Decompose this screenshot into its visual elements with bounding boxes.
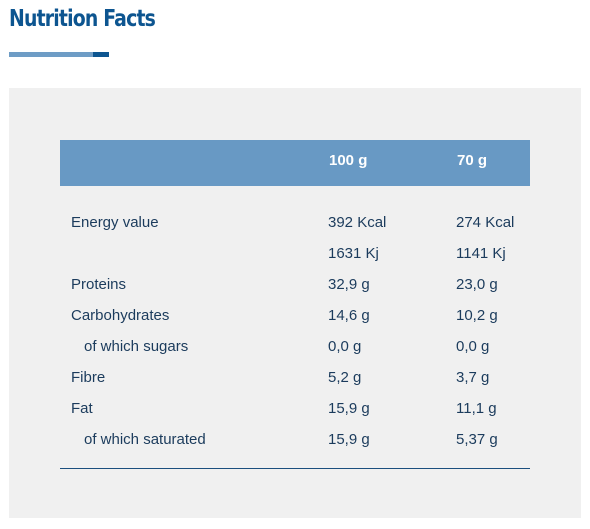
table-row: of which saturated 15,9 g 5,37 g (60, 424, 530, 455)
table-row: 1631 Kj 1141 Kj (60, 238, 530, 269)
value-100g: 32,9 g (328, 276, 370, 293)
value-100g: 5,2 g (328, 369, 362, 386)
value-100g: 15,9 g (328, 431, 370, 448)
title-underline-dark (93, 52, 109, 57)
table-row: Proteins 32,9 g 23,0 g (60, 269, 530, 300)
table-row: Fat 15,9 g 11,1 g (60, 393, 530, 424)
table-row: Fibre 5,2 g 3,7 g (60, 362, 530, 393)
value-70g: 1141 Kj (456, 245, 506, 262)
value-70g: 3,7 g (456, 369, 490, 386)
nutrition-panel: 100 g 70 g Energy value 392 Kcal 274 Kca… (9, 88, 581, 518)
row-label: Proteins (71, 276, 127, 293)
row-label: Carbohydrates (71, 307, 170, 324)
column-header-70g: 70 g (457, 152, 488, 169)
row-label: Fibre (71, 369, 106, 386)
title-underline-light (9, 52, 93, 57)
table-row: Energy value 392 Kcal 274 Kcal (60, 207, 530, 238)
value-100g: 14,6 g (328, 307, 370, 324)
value-70g: 274 Kcal (456, 214, 515, 231)
value-100g: 1631 Kj (328, 245, 379, 262)
table-row: of which sugars 0,0 g 0,0 g (60, 331, 530, 362)
table-bottom-divider (60, 468, 530, 469)
value-70g: 0,0 g (456, 338, 490, 355)
value-100g: 392 Kcal (328, 214, 387, 231)
value-70g: 11,1 g (456, 400, 497, 417)
value-100g: 15,9 g (328, 400, 370, 417)
section-title: Nutrition Facts (9, 6, 156, 32)
value-70g: 10,2 g (456, 307, 498, 324)
row-label: Fat (71, 400, 93, 417)
row-label-sub: of which saturated (84, 431, 206, 448)
value-100g: 0,0 g (328, 338, 362, 355)
table-body: Energy value 392 Kcal 274 Kcal 1631 Kj 1… (60, 186, 530, 455)
value-70g: 5,37 g (456, 431, 498, 448)
nutrition-table: 100 g 70 g Energy value 392 Kcal 274 Kca… (60, 140, 530, 469)
row-label: Energy value (71, 214, 159, 231)
row-label-sub: of which sugars (84, 338, 189, 355)
title-underline (9, 52, 109, 57)
table-header: 100 g 70 g (60, 140, 530, 186)
column-header-100g: 100 g (329, 152, 368, 169)
value-70g: 23,0 g (456, 276, 498, 293)
table-row: Carbohydrates 14,6 g 10,2 g (60, 300, 530, 331)
